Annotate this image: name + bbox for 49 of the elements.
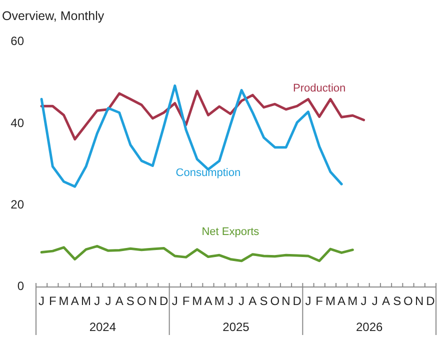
x-tick-label: S [126, 294, 134, 308]
x-tick-label: J [172, 294, 178, 308]
x-tick-label: J [38, 294, 45, 308]
x-tick-label: F [48, 294, 56, 308]
x-tick-label: M [58, 294, 69, 308]
x-tick-label: J [238, 294, 245, 308]
series-label: Net Exports [202, 226, 260, 238]
series-label: Consumption [176, 167, 241, 180]
x-tick-label: J [305, 294, 312, 308]
x-tick-label: J [105, 294, 112, 308]
y-tick-label: 60 [10, 34, 24, 48]
x-tick-label: F [316, 294, 324, 308]
x-tick-label: O [404, 294, 413, 308]
text: 2024 [89, 320, 116, 334]
text: 2025 [222, 320, 250, 334]
x-tick-label: D [159, 294, 168, 308]
x-tick-label: N [414, 294, 424, 308]
chart-title: Overview, Monthly [2, 9, 105, 23]
x-tick-label: D [292, 294, 302, 308]
x-tick-label: F [182, 294, 190, 308]
x-tick-label: S [260, 294, 268, 308]
x-tick-label: A [204, 294, 212, 308]
x-tick-label: J [227, 294, 234, 308]
x-tick-label: D [426, 294, 436, 308]
x-tick-label: A [382, 294, 390, 308]
y-tick-label: 40 [10, 116, 24, 130]
x-tick-label: N [282, 294, 290, 308]
x-tick-label: J [360, 294, 367, 308]
line-series [40, 244, 354, 262]
line-series [40, 84, 343, 188]
x-tick-label: A [338, 294, 346, 308]
x-tick-label: O [270, 294, 280, 308]
x-tick-label: M [325, 294, 336, 308]
x-tick-label: J [372, 294, 378, 308]
x-tick-label: M [214, 294, 224, 308]
x-tick-label: J [94, 294, 100, 308]
x-tick-label: A [115, 294, 124, 308]
y-tick-label: 0 [17, 279, 24, 294]
x-tick-label: A [70, 294, 79, 308]
x-tick-label: S [393, 294, 402, 308]
text: 2026 [356, 320, 384, 334]
y-tick-label: 20 [10, 198, 24, 212]
x-tick-label: M [192, 294, 202, 308]
x-tick-label: A [248, 294, 257, 308]
series-label: Production [293, 82, 346, 94]
x-tick-label: O [136, 294, 146, 308]
x-tick-label: N [148, 294, 158, 308]
x-tick-label: M [81, 294, 91, 308]
x-tick-label: M [348, 294, 358, 308]
